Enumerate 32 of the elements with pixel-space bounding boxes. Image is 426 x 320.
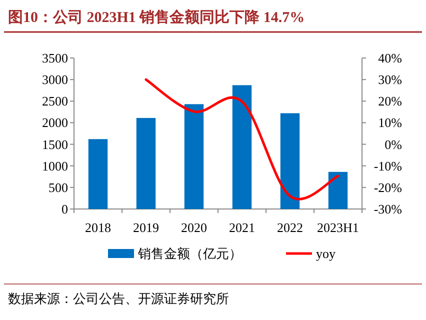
y-tick-label: 1500 [42,136,68,152]
legend-label: yoy [316,246,336,261]
y-tick-label: 500 [48,180,68,195]
x-tick-label: 2019 [133,220,159,235]
bar [232,85,252,209]
x-tick-label: 2021 [229,220,255,235]
bar [280,113,300,209]
y-tick-label: 1000 [42,158,68,174]
y2-tick-label: -20% [374,180,402,195]
y-tick-label: 0 [62,202,68,216]
y2-tick-label: 30% [378,72,402,88]
legend-label: 销售金额（亿元） [137,246,242,261]
y2-tick-label: 20% [378,94,402,109]
y2-tick-label: -30% [374,202,402,216]
bar [328,172,348,209]
y2-tick-label: 40% [378,50,402,66]
bar [184,104,204,209]
y2-tick-label: 10% [378,115,402,130]
y2-tick-label: -10% [374,158,402,174]
y-tick-label: 2500 [42,94,68,109]
y-tick-label: 2000 [42,115,68,130]
y-tick-label: 3500 [42,50,68,66]
x-tick-label: 2018 [85,220,111,235]
y2-tick-label: 0% [384,136,402,152]
bar [88,139,108,209]
chart-title: 图10：公司 2023H1 销售金额同比下降 14.7% [8,8,305,26]
y-tick-label: 3000 [42,72,68,88]
source-note: 数据来源：公司公告、开源证券研究所 [8,291,229,306]
x-tick-label: 2022 [277,220,303,235]
x-tick-label: 2020 [181,220,207,235]
bar [136,118,156,209]
x-tick-label: 2023H1 [317,220,359,235]
